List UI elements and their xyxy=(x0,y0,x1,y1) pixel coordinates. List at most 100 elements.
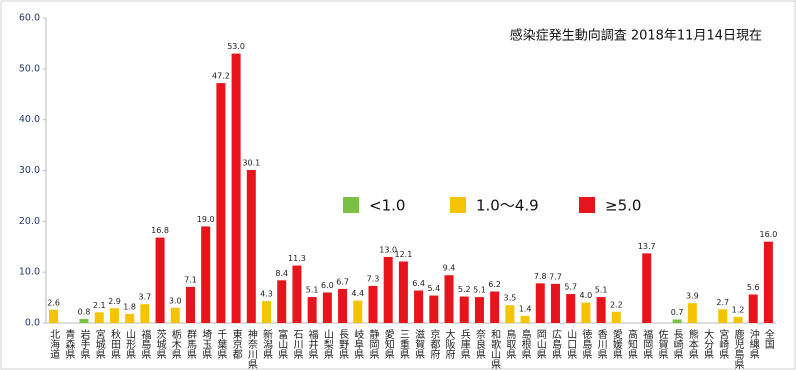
x-tick-label: 佐賀県 xyxy=(656,329,668,360)
bar xyxy=(642,253,652,323)
x-tick-label: 福島県 xyxy=(139,328,151,360)
value-label: 1.4 xyxy=(519,304,532,313)
value-label: 47.2 xyxy=(212,72,230,81)
legend-swatch xyxy=(343,197,359,213)
value-label: 7.8 xyxy=(534,272,547,281)
x-tick-label: 千葉県 xyxy=(215,329,227,360)
value-label: 7.7 xyxy=(549,272,562,281)
value-label: 12.1 xyxy=(394,250,412,259)
x-tick-label: 愛知県 xyxy=(382,328,394,360)
value-label: 5.4 xyxy=(427,284,440,293)
x-tick-label: 長野県 xyxy=(337,329,349,360)
value-label: 7.1 xyxy=(184,275,197,284)
x-tick-label: 全国 xyxy=(762,328,774,350)
value-label: 2.6 xyxy=(47,298,60,307)
value-label: 16.8 xyxy=(151,226,169,235)
value-label: 1.2 xyxy=(732,305,745,314)
y-tick-label: 0.0 xyxy=(25,318,40,329)
x-tick-label: 和歌山県 xyxy=(489,329,501,370)
legend-label: <1.0 xyxy=(369,197,405,215)
x-tick-label: 徳島県 xyxy=(580,328,592,360)
bar xyxy=(109,308,119,323)
value-label: 1.8 xyxy=(123,302,136,311)
bar xyxy=(687,303,697,323)
x-tick-label: 兵庫県 xyxy=(458,328,470,360)
value-label: 4.3 xyxy=(260,290,273,299)
value-label: 19.0 xyxy=(197,215,215,224)
y-tick-label: 20.0 xyxy=(19,216,40,227)
legend-label: 1.0～4.9 xyxy=(476,197,539,215)
bar xyxy=(383,256,393,323)
bar xyxy=(733,316,743,323)
value-label: 30.1 xyxy=(242,158,260,167)
value-label: 5.6 xyxy=(747,283,760,292)
y-tick-label: 30.0 xyxy=(19,165,40,176)
bar xyxy=(611,311,621,323)
x-tick-label: 群馬県 xyxy=(184,328,196,360)
x-tick-label: 高知県 xyxy=(626,328,638,360)
bar xyxy=(748,294,758,323)
x-tick-label: 愛媛県 xyxy=(610,328,622,360)
x-tick-label: 福井県 xyxy=(306,328,318,360)
x-tick-label: 山梨県 xyxy=(321,329,333,360)
value-label: 6.2 xyxy=(488,280,501,289)
bar xyxy=(125,313,135,323)
x-tick-label: 滋賀県 xyxy=(413,328,425,360)
x-tick-label: 三重県 xyxy=(397,329,409,360)
value-label: 5.1 xyxy=(595,286,608,295)
value-label: 6.7 xyxy=(336,277,349,286)
value-label: 5.1 xyxy=(306,286,319,295)
value-label: 4.0 xyxy=(580,291,593,300)
x-tick-label: 新潟県 xyxy=(261,328,273,360)
bar xyxy=(262,301,272,323)
bar xyxy=(763,241,773,323)
bar xyxy=(398,261,408,323)
value-label: 13.7 xyxy=(638,242,656,251)
value-label: 5.1 xyxy=(473,286,486,295)
bar xyxy=(535,283,545,323)
x-tick-label: 岐阜県 xyxy=(352,328,364,360)
legend-label: ≥5.0 xyxy=(605,197,641,215)
bar xyxy=(596,297,606,323)
value-label: 7.3 xyxy=(367,274,380,283)
bar xyxy=(185,286,195,323)
value-label: 5.2 xyxy=(458,285,471,294)
x-tick-label: 富山県 xyxy=(276,328,288,360)
bar xyxy=(581,302,591,323)
value-label: 11.3 xyxy=(288,254,306,263)
value-label: 2.9 xyxy=(108,297,121,306)
value-label: 3.0 xyxy=(169,296,182,305)
bar xyxy=(520,315,530,323)
legend-swatch xyxy=(579,197,595,213)
bar xyxy=(550,283,560,323)
bar xyxy=(140,304,150,323)
x-tick-label: 福岡県 xyxy=(641,328,653,360)
x-tick-label: 鹿児島県 xyxy=(732,328,744,370)
bar xyxy=(414,290,424,323)
x-tick-label: 北海道 xyxy=(48,329,60,359)
value-label: 53.0 xyxy=(227,42,245,51)
x-tick-label: 静岡県 xyxy=(367,328,379,360)
bar xyxy=(429,295,439,323)
bar xyxy=(246,169,256,323)
bar xyxy=(338,288,348,323)
x-tick-label: 山形県 xyxy=(124,329,136,360)
x-tick-label: 香川県 xyxy=(595,329,607,360)
x-tick-label: 宮崎県 xyxy=(717,328,729,360)
value-label: 0.8 xyxy=(78,307,91,316)
bar xyxy=(307,297,317,323)
value-label: 13.0 xyxy=(379,245,397,254)
bar xyxy=(231,53,241,323)
bar xyxy=(672,319,682,323)
bar xyxy=(216,83,226,323)
bar xyxy=(292,265,302,323)
value-label: 16.0 xyxy=(759,230,777,239)
value-label: 0.7 xyxy=(671,308,684,317)
x-tick-label: 大分県 xyxy=(702,328,714,360)
value-label: 3.5 xyxy=(503,294,516,303)
x-tick-label: 沖縄県 xyxy=(747,328,759,360)
x-tick-label: 長崎県 xyxy=(671,329,683,360)
bar xyxy=(277,280,287,323)
